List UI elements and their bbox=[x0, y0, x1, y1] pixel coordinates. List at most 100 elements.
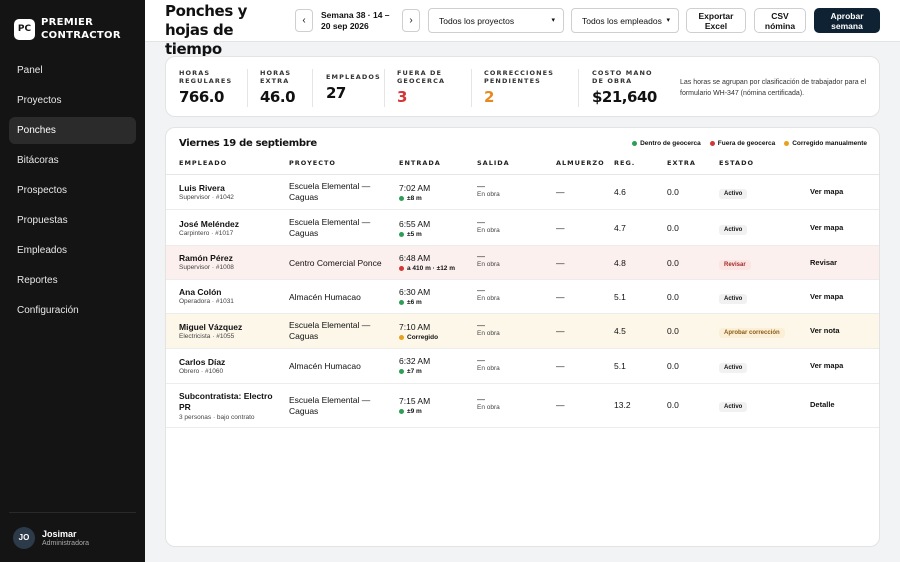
exit-cell: — En obra bbox=[477, 395, 500, 411]
review-link[interactable]: Revisar bbox=[810, 258, 838, 267]
exit-cell: — En obra bbox=[477, 321, 500, 337]
status-badge: Activo bbox=[719, 363, 748, 373]
export-excel-button[interactable]: Exportar Excel bbox=[686, 8, 746, 33]
employee-name: Ana Colón bbox=[179, 287, 222, 297]
table-row[interactable]: Carlos Díaz Obrero · #1060 Almacén Humac… bbox=[166, 349, 879, 384]
employee-filter-select[interactable]: Todos los empleados ▾ bbox=[571, 8, 679, 33]
exit-status: En obra bbox=[477, 330, 500, 337]
red-dot-icon bbox=[709, 141, 715, 146]
green-dot-icon bbox=[399, 369, 404, 374]
employee-cell: Miguel Vázquez Electricista · #1055 bbox=[179, 322, 242, 340]
exit-cell: — En obra bbox=[477, 182, 500, 198]
sidebar-item-panel[interactable]: Panel bbox=[9, 57, 136, 84]
employee-name: Carlos Díaz bbox=[179, 357, 226, 367]
sidebar-item-configuracion[interactable]: Configuración bbox=[9, 297, 136, 324]
user-name: Josimar bbox=[42, 528, 77, 539]
project-name: Escuela Elemental — Caguas bbox=[289, 395, 371, 416]
sidebar-item-ponches[interactable]: Ponches bbox=[9, 117, 136, 144]
entry-time: 6:32 AM bbox=[399, 356, 431, 366]
exit-cell: — En obra bbox=[477, 356, 500, 372]
table-row[interactable]: José Meléndez Carpintero · #1017 Escuela… bbox=[166, 210, 879, 246]
prev-week-button[interactable]: ‹ bbox=[295, 9, 313, 32]
brand-name: PREMIER CONTRACTOR bbox=[41, 16, 121, 42]
chevron-right-icon: › bbox=[409, 15, 413, 26]
legend-item-outside: Fuera de geocerca bbox=[709, 140, 775, 147]
extra-hours: 0.0 bbox=[667, 400, 679, 410]
brand-logo-icon: PC bbox=[14, 18, 35, 40]
status-cell: Activo bbox=[719, 400, 748, 412]
reg-hours: 4.5 bbox=[614, 326, 626, 336]
sidebar-item-bitacoras[interactable]: Bitácoras bbox=[9, 147, 136, 174]
sidebar-item-label: Panel bbox=[17, 65, 43, 76]
csv-payroll-button[interactable]: CSV nómina bbox=[754, 8, 806, 33]
user-info: Josimar Administradora bbox=[42, 529, 89, 547]
extra-hours: 0.0 bbox=[667, 292, 679, 302]
extra-hours: 0.0 bbox=[667, 361, 679, 371]
wh347-note: Las horas se agrupan por clasificación d… bbox=[680, 79, 867, 97]
sidebar-item-reportes[interactable]: Reportes bbox=[9, 267, 136, 294]
status-badge: Activo bbox=[719, 402, 748, 412]
table-row[interactable]: Miguel Vázquez Electricista · #1055 Escu… bbox=[166, 314, 879, 349]
header-divider bbox=[166, 174, 879, 175]
entry-cell: 7:10 AM Corregido bbox=[399, 322, 438, 341]
sidebar-item-label: Propuestas bbox=[17, 215, 68, 226]
exit-status: En obra bbox=[477, 365, 500, 372]
employee-cell: Ramón Pérez Supervisor · #1008 bbox=[179, 253, 234, 271]
status-badge: Activo bbox=[719, 189, 748, 199]
legend-label: Dentro de geocerca bbox=[640, 140, 701, 147]
stat-divider bbox=[312, 69, 313, 107]
entry-time: 6:30 AM bbox=[399, 287, 431, 297]
table-row[interactable]: Ramón Pérez Supervisor · #1008 Centro Co… bbox=[166, 246, 879, 280]
employee-role: Obrero · #1060 bbox=[179, 368, 224, 375]
column-header-employee: EMPLEADO bbox=[179, 159, 228, 167]
extra-hours: 0.0 bbox=[667, 223, 679, 233]
status-badge[interactable]: Aprobar corrección bbox=[719, 328, 785, 338]
detail-link[interactable]: Detalle bbox=[810, 400, 835, 409]
project-filter-select[interactable]: Todos los proyectos ▾ bbox=[428, 8, 564, 33]
user-profile[interactable]: JO Josimar Administradora bbox=[9, 512, 136, 562]
sidebar-item-prospectos[interactable]: Prospectos bbox=[9, 177, 136, 204]
view-map-link[interactable]: Ver mapa bbox=[810, 187, 844, 196]
sidebar-item-empleados[interactable]: Empleados bbox=[9, 237, 136, 264]
orange-dot-icon bbox=[784, 141, 790, 146]
stat-value: 46.0 bbox=[260, 88, 296, 106]
table-row[interactable]: Subcontratista: Electro PR 3 personas · … bbox=[166, 384, 879, 428]
lunch-value: — bbox=[556, 258, 565, 268]
status-cell: Activo bbox=[719, 361, 748, 373]
stat-label: CORRECCIONES PENDIENTES bbox=[484, 69, 554, 85]
entry-accuracy-value: ±5 m bbox=[407, 231, 422, 238]
view-map-link[interactable]: Ver mapa bbox=[810, 292, 844, 301]
entry-accuracy: ±7 m bbox=[399, 368, 430, 375]
view-map-link[interactable]: Ver mapa bbox=[810, 223, 844, 232]
project-name: Almacén Humacao bbox=[289, 292, 361, 302]
entry-cell: 7:15 AM ±9 m bbox=[399, 396, 430, 415]
employee-filter-value: Todos los empleados bbox=[582, 15, 662, 26]
stat-pending-corrections: CORRECCIONES PENDIENTES 2 bbox=[484, 69, 554, 106]
week-label: Semana 38 · 14 – 20 sep 2026 bbox=[321, 10, 390, 31]
approve-week-button[interactable]: Aprobar semana bbox=[814, 8, 880, 33]
page-title: Ponches y hojas de tiempo bbox=[165, 2, 248, 58]
employee-cell: Subcontratista: Electro PR 3 personas · … bbox=[179, 391, 279, 421]
entry-cell: 6:30 AM ±6 m bbox=[399, 287, 430, 306]
reg-hours: 13.2 bbox=[614, 400, 631, 410]
table-row[interactable]: Luis Rivera Supervisor · #1042 Escuela E… bbox=[166, 175, 879, 210]
top-header: Ponches y hojas de tiempo ‹ Semana 38 · … bbox=[145, 0, 900, 58]
lunch-value: — bbox=[556, 326, 565, 336]
entry-time: 6:48 AM bbox=[399, 253, 431, 263]
user-role: Administradora bbox=[42, 539, 90, 547]
sidebar-item-proyectos[interactable]: Proyectos bbox=[9, 87, 136, 114]
table-row[interactable]: Ana Colón Operadora · #1031 Almacén Huma… bbox=[166, 280, 879, 314]
view-map-link[interactable]: Ver mapa bbox=[810, 361, 844, 370]
employee-cell: Luis Rivera Supervisor · #1042 bbox=[179, 183, 234, 201]
reg-hours: 5.1 bbox=[614, 361, 626, 371]
view-note-link[interactable]: Ver nota bbox=[810, 326, 840, 335]
stat-label: FUERA DE GEOCERCA bbox=[397, 69, 446, 85]
brand[interactable]: PC PREMIER CONTRACTOR bbox=[14, 16, 121, 42]
entry-cell: 6:48 AM a 410 m · ±12 m bbox=[399, 253, 455, 272]
chevron-left-icon: ‹ bbox=[302, 15, 306, 26]
next-week-button[interactable]: › bbox=[402, 9, 420, 32]
sidebar-item-propuestas[interactable]: Propuestas bbox=[9, 207, 136, 234]
approve-week-label: Aprobar semana bbox=[830, 10, 864, 31]
stat-outside-geofence: FUERA DE GEOCERCA 3 bbox=[397, 69, 447, 106]
chevron-down-icon: ▾ bbox=[551, 17, 555, 24]
